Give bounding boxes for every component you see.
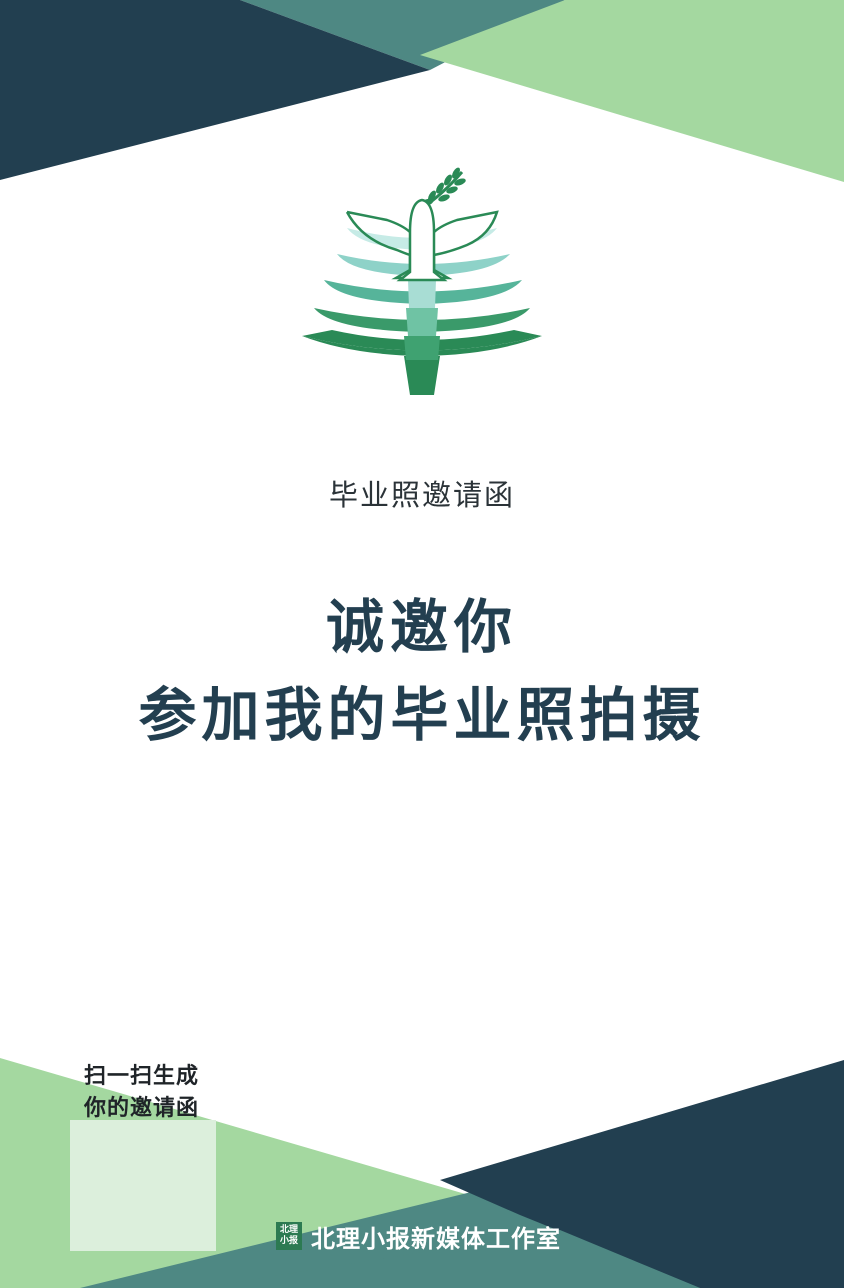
dove-tree-logo-icon [302, 167, 542, 395]
qr-code-placeholder[interactable] [70, 1120, 216, 1251]
studio-name: 北理小报新媒体工作室 [311, 1223, 561, 1253]
bottom-teal-lower [200, 1230, 700, 1288]
invitation-subtitle: 毕业照邀请函 [328, 478, 515, 512]
headline-line-2: 参加我的毕业照拍摄 [138, 681, 706, 749]
beili-xiaobao-badge-icon: 北理 小报 [276, 1222, 302, 1250]
top-green-triangle [420, 0, 844, 182]
top-navy-triangle [0, 0, 430, 180]
bottom-navy-triangle [440, 1060, 844, 1288]
badge-line-1: 北理 [279, 1225, 298, 1235]
qr-caption-line-2: 你的邀请函 [84, 1095, 200, 1121]
badge-line-2: 小报 [279, 1236, 298, 1246]
qr-caption-line-1: 扫一扫生成 [84, 1063, 200, 1089]
top-teal-band [240, 0, 565, 70]
footer-credit: 北理 小报 北理小报新媒体工作室 [276, 1219, 561, 1253]
headline-line-1: 诚邀你 [325, 593, 518, 661]
